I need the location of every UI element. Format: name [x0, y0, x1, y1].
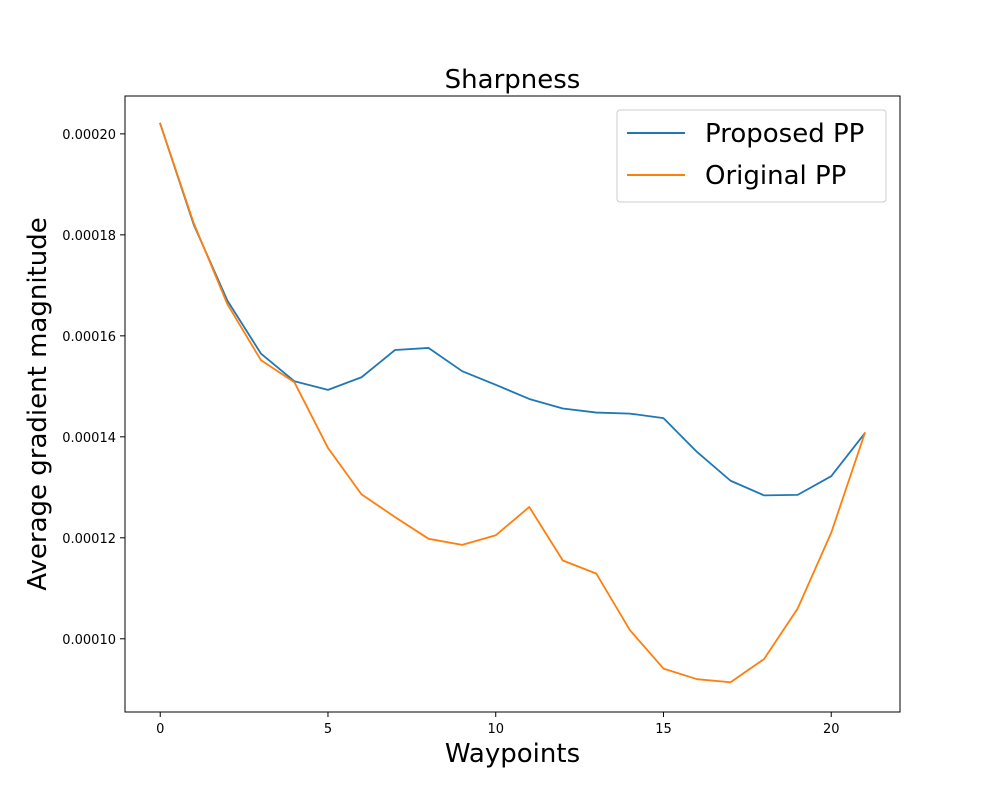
y-tick-label: 0.00010 [62, 633, 116, 648]
x-tick-label: 5 [324, 722, 332, 737]
x-tick-label: 0 [156, 722, 164, 737]
series-line-original-pp [159, 122, 866, 684]
series-layer [159, 122, 867, 684]
y-tick-label: 0.00018 [62, 229, 116, 244]
chart-title: Sharpness [445, 65, 581, 95]
x-axis: 0 5 10 15 20 [156, 712, 839, 737]
y-tick-label: 0.00016 [62, 330, 116, 345]
plot-area [124, 95, 901, 713]
x-tick-label: 15 [655, 722, 672, 737]
legend-label: Proposed PP [705, 119, 864, 149]
legend-label: Original PP [705, 161, 846, 191]
y-axis: 0.00010 0.00012 0.00014 0.00016 0.00018 0.000… [62, 128, 125, 648]
y-tick-label: 0.00012 [62, 532, 116, 547]
series-line-proposed-pp [159, 122, 867, 497]
x-tick-label: 20 [823, 722, 840, 737]
x-tick-label: 10 [487, 722, 504, 737]
y-tick-label: 0.00014 [62, 431, 116, 446]
y-axis-label: Average gradient magnitude [23, 217, 53, 590]
plot-frame [124, 95, 901, 713]
legend: Proposed PP Original PP [616, 109, 887, 203]
x-axis-label: Waypoints [445, 739, 580, 769]
y-tick-label: 0.00020 [62, 128, 116, 143]
